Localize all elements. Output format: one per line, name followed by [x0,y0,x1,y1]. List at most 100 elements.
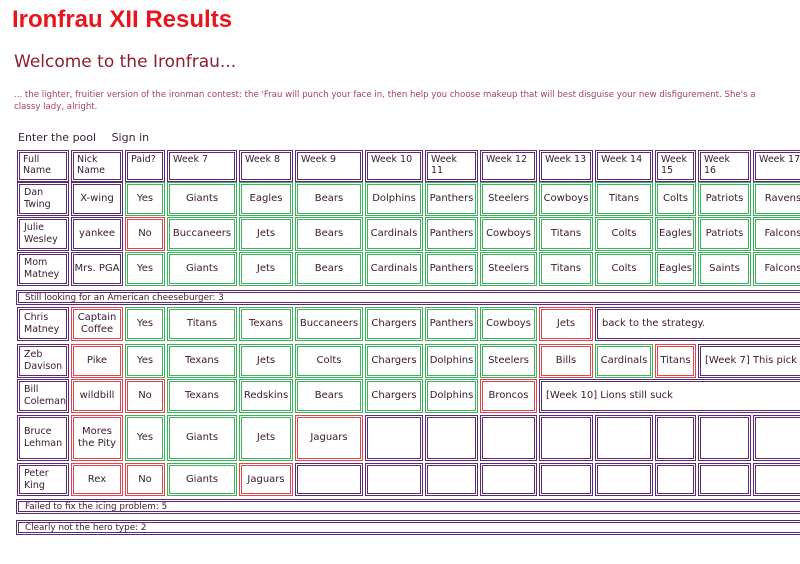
weekly-pick: Texans [167,344,237,378]
empty-pick [539,415,593,461]
player-nick-name: X-wing [71,182,123,216]
weekly-pick: Eagles [655,217,696,251]
weekly-pick: Giants [167,252,237,286]
weekly-pick: Bears [295,217,363,251]
welcome-heading: Welcome to the Ironfrau... [14,52,237,72]
weekly-pick: Cardinals [365,217,423,251]
weekly-pick: Patriots [698,182,751,216]
page-title: Ironfrau XII Results [12,6,233,33]
weekly-pick: Bills [539,344,593,378]
player-nick-name: Pike [71,344,123,378]
weekly-pick: Dolphins [425,344,478,378]
weekly-pick: Texans [167,379,237,413]
empty-pick [365,463,423,496]
column-header: Paid? [125,150,165,182]
sign-in-link[interactable]: Sign in [111,131,150,144]
weekly-pick: Colts [655,182,696,216]
paid-status: No [125,379,165,413]
weekly-pick: Ravens [753,182,800,216]
column-header: Week 14 [595,150,653,182]
weekly-pick: Panthers [425,307,478,341]
weekly-pick: Titans [539,217,593,251]
column-header: Week 16 [698,150,751,182]
section-divider: Failed to fix the icing problem: 5 [16,499,800,514]
column-header: Week 17 [753,150,800,182]
player-full-name: Peter King [17,463,69,496]
weekly-pick: Buccaneers [295,307,363,341]
empty-pick [539,463,593,496]
weekly-pick: Cowboys [480,307,537,341]
weekly-pick: Titans [595,182,653,216]
weekly-pick: Chargers [365,379,423,413]
section-divider: Still looking for an American cheeseburg… [16,290,800,305]
empty-pick [295,463,363,496]
weekly-pick: Cardinals [365,252,423,286]
empty-pick [365,415,423,461]
paid-status: Yes [125,182,165,216]
results-table: Full Name Nick Name Paid? Week 7 Week 8 Week … [14,146,800,546]
weekly-pick: Colts [595,217,653,251]
weekly-pick: Steelers [480,252,537,286]
column-header: Week 12 [480,150,537,182]
player-comment: back to the strategy. [595,307,800,341]
empty-pick [595,415,653,461]
weekly-pick: Jets [239,252,293,286]
paid-status: Yes [125,252,165,286]
empty-pick [655,463,696,496]
weekly-pick: Redskins [239,379,293,413]
weekly-pick: Titans [655,344,696,378]
weekly-pick: Titans [539,252,593,286]
weekly-pick: Jets [239,344,293,378]
weekly-pick: Colts [295,344,363,378]
player-full-name: Bruce Lehman [17,415,69,461]
empty-pick [595,463,653,496]
paid-status: Yes [125,415,165,461]
column-header: Week 11 [425,150,478,182]
player-full-name: Chris Matney [17,307,69,341]
weekly-pick: Bears [295,182,363,216]
empty-pick [698,415,751,461]
empty-pick [480,415,537,461]
empty-pick [698,463,751,496]
column-header: Week 8 [239,150,293,182]
player-full-name: Mom Matney [17,252,69,286]
enter-pool-link[interactable]: Enter the pool [18,131,97,144]
weekly-pick: Cowboys [539,182,593,216]
column-header: Week 13 [539,150,593,182]
weekly-pick: Falcons [753,217,800,251]
empty-pick [425,463,478,496]
empty-pick [655,415,696,461]
weekly-pick: Jets [539,307,593,341]
weekly-pick: Eagles [655,252,696,286]
column-header: Week 9 [295,150,363,182]
weekly-pick: Jets [239,415,293,461]
weekly-pick: Cowboys [480,217,537,251]
empty-pick [480,463,537,496]
empty-pick [753,463,800,496]
player-full-name: Bill Coleman [17,379,69,413]
player-comment: [Week 10] Lions still suck [539,379,800,413]
paid-status: No [125,463,165,496]
weekly-pick: Jaguars [295,415,363,461]
player-full-name: Zeb Davison [17,344,69,378]
weekly-pick: Jaguars [239,463,293,496]
weekly-pick: Jets [239,217,293,251]
weekly-pick: Titans [167,307,237,341]
intro-text: ... the lighter, fruitier version of the… [14,90,756,112]
weekly-pick: Giants [167,463,237,496]
column-header: Full Name [17,150,69,182]
weekly-pick: Falcons [753,252,800,286]
empty-pick [753,415,800,461]
player-nick-name: yankee [71,217,123,251]
player-nick-name: Captain Coffee [71,307,123,341]
column-header: Week 10 [365,150,423,182]
weekly-pick: Steelers [480,344,537,378]
weekly-pick: Saints [698,252,751,286]
paid-status: Yes [125,344,165,378]
weekly-pick: Bears [295,379,363,413]
player-full-name: Dan Twing [17,182,69,216]
weekly-pick: Panthers [425,217,478,251]
pool-links: Enter the pool Sign in [18,131,161,144]
weekly-pick: Dolphins [425,379,478,413]
player-nick-name: Mrs. PGA [71,252,123,286]
